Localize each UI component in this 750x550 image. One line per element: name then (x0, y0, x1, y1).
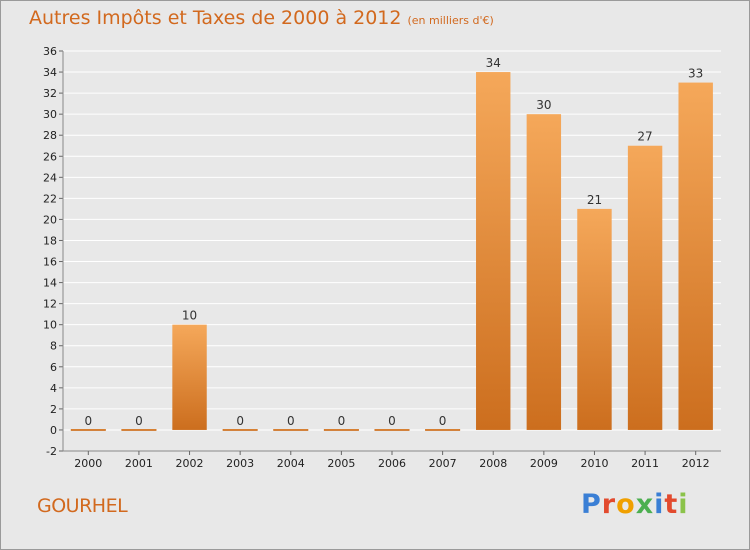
logo-letter: t (664, 489, 679, 520)
y-tick-label: 18 (43, 234, 57, 247)
y-tick-label: 22 (43, 192, 57, 205)
x-tick-label: 2005 (327, 457, 355, 470)
bar-2005 (323, 429, 359, 431)
data-label: 27 (637, 130, 652, 144)
logo-letter: r (601, 489, 617, 520)
commune-name: GOURHEL (37, 495, 128, 517)
data-label: 34 (486, 56, 501, 70)
data-label: 0 (84, 414, 92, 428)
y-tick-label: 10 (43, 319, 57, 332)
y-tick-label: 12 (43, 298, 57, 311)
logo-letter: i (678, 489, 689, 520)
y-tick-label: 24 (43, 171, 57, 184)
x-tick-label: 2001 (125, 457, 153, 470)
bar-2009 (526, 114, 562, 430)
logo-letter: x (635, 489, 655, 520)
data-label: 0 (388, 414, 396, 428)
x-tick-label: 2006 (378, 457, 406, 470)
logo-letter: P (581, 489, 602, 520)
y-tick-label: 20 (43, 213, 57, 226)
y-tick-label: 34 (43, 66, 57, 79)
bar-2000 (70, 429, 106, 431)
bar-2007 (425, 429, 461, 431)
bar-2002 (172, 324, 207, 430)
y-tick-label: 36 (43, 45, 57, 58)
data-label: 0 (439, 414, 447, 428)
y-tick-label: 2 (50, 403, 57, 416)
y-tick-label: 32 (43, 87, 57, 100)
y-tick-label: 4 (50, 382, 57, 395)
bar-2008 (476, 72, 511, 430)
y-tick-label: 28 (43, 129, 57, 142)
x-tick-label: 2000 (74, 457, 102, 470)
y-tick-label: 0 (50, 424, 57, 437)
bar-2006 (374, 429, 410, 431)
bar-2011 (627, 145, 663, 430)
data-label: 30 (536, 98, 551, 112)
logo-letter: o (616, 489, 636, 520)
bars: 0 0 10 0 0 0 0 0 34 30 21 27 33 (70, 56, 713, 431)
x-tick-label: 2012 (682, 457, 710, 470)
data-label: 21 (587, 193, 602, 207)
data-label: 0 (287, 414, 295, 428)
bar-2001 (121, 429, 157, 431)
y-tick-label: 26 (43, 150, 57, 163)
data-label: 33 (688, 67, 703, 81)
data-label: 0 (338, 414, 346, 428)
x-tick-label: 2004 (277, 457, 305, 470)
x-tick-label: 2009 (530, 457, 558, 470)
chart-title: Autres Impôts et Taxes de 2000 à 2012 (en… (29, 7, 494, 29)
y-tick-label: 30 (43, 108, 57, 121)
bar-2004 (273, 429, 309, 431)
x-axis: 2000 2001 2002 2003 2004 2005 2006 2007 2008 2009… (74, 451, 710, 470)
grid-lines (63, 50, 721, 452)
data-label: 0 (236, 414, 244, 428)
x-tick-label: 2010 (580, 457, 608, 470)
y-tick-label: 14 (43, 277, 57, 290)
proxiti-logo[interactable]: Proxiti (581, 489, 689, 520)
x-tick-label: 2011 (631, 457, 659, 470)
y-tick-label: 6 (50, 361, 57, 374)
x-tick-label: 2003 (226, 457, 254, 470)
logo-letter: i (654, 489, 665, 520)
bar-2012 (678, 82, 713, 430)
chart-unit: (en milliers d'€) (407, 14, 494, 27)
y-tick-label: 8 (50, 340, 57, 353)
bar-2010 (577, 208, 612, 430)
y-tick-label: -2 (46, 445, 57, 458)
x-tick-label: 2008 (479, 457, 507, 470)
data-label: 0 (135, 414, 143, 428)
data-label: 10 (182, 309, 197, 323)
y-tick-label: 16 (43, 256, 57, 269)
x-tick-label: 2007 (429, 457, 457, 470)
x-tick-label: 2002 (176, 457, 204, 470)
bar-2003 (222, 429, 258, 431)
